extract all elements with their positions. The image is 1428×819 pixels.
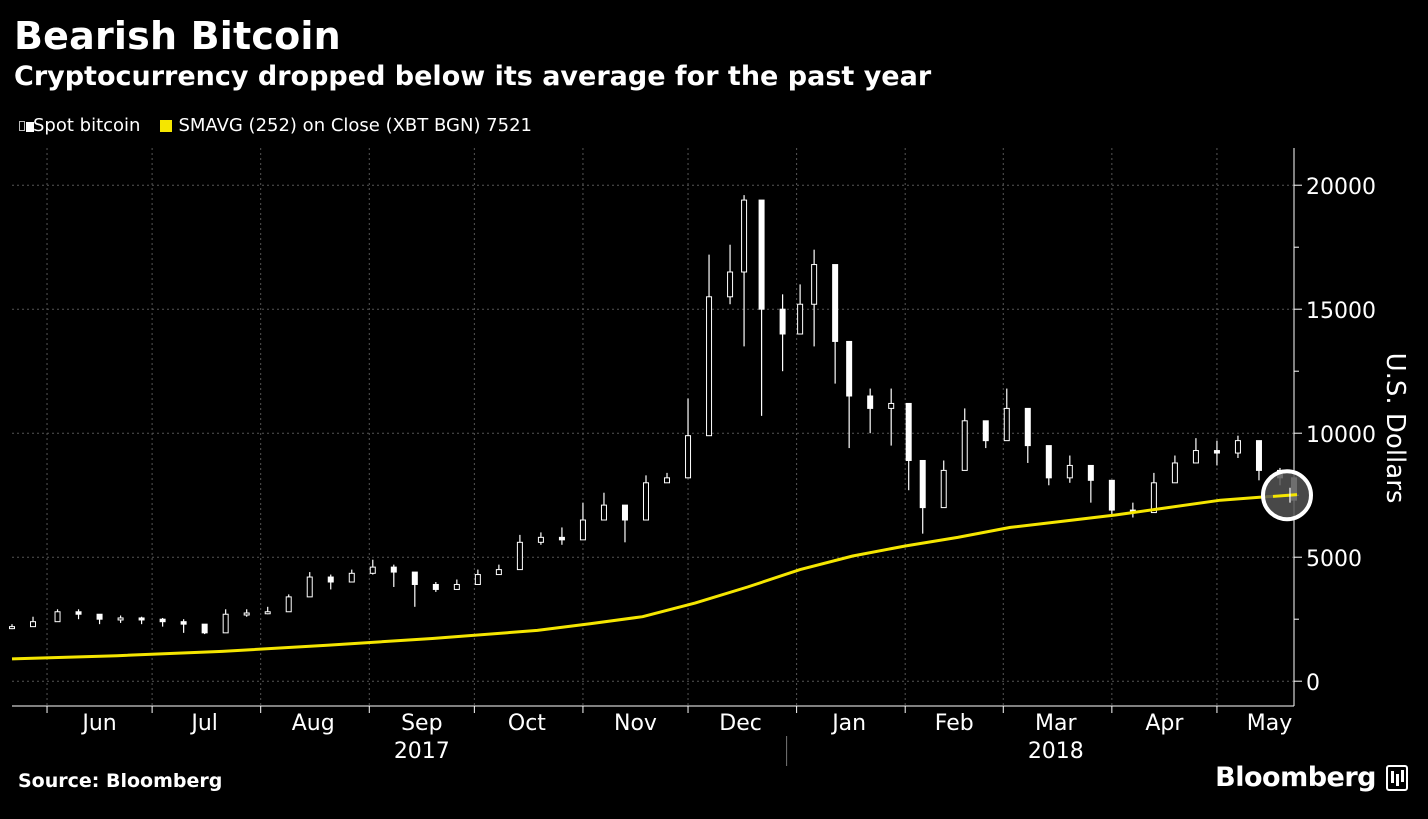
candle-body (306, 576, 313, 598)
candle-body (579, 519, 586, 541)
y-tick-label: 5000 (1306, 547, 1362, 572)
candle-body (797, 303, 804, 335)
candle-body (1150, 482, 1157, 514)
x-tick-label: Apr (1145, 711, 1184, 736)
candle-body (96, 613, 103, 620)
candle-body (888, 402, 895, 409)
candle-body (1066, 464, 1073, 479)
sma-swatch-icon (160, 119, 173, 132)
x-year-label: 2017 (394, 739, 450, 764)
y-tick-label: 0 (1306, 671, 1320, 696)
candle-body (919, 459, 926, 509)
source-note: Source: Bloomberg (18, 770, 223, 792)
x-tick-label: Jun (80, 711, 116, 736)
candle-body (982, 420, 989, 442)
candle-body (201, 623, 208, 634)
x-tick-label: Jan (830, 711, 866, 736)
legend-item-sma: SMAVG (252) on Close (XBT BGN) 7521 (160, 115, 532, 136)
brand-logo: Bloomberg (1215, 762, 1408, 793)
candle-body (940, 469, 947, 509)
x-tick-label: Oct (508, 711, 546, 736)
candle-body (832, 264, 839, 342)
candle-body (1003, 407, 1010, 442)
brand-name: Bloomberg (1215, 762, 1376, 793)
candle-body (1213, 450, 1220, 454)
candle-body (1045, 445, 1052, 479)
candle-body (1087, 464, 1094, 481)
candle-body (453, 583, 460, 590)
candle-body (390, 566, 397, 573)
legend-item-spot: Spot bitcoin (18, 115, 140, 136)
sma-line (11, 493, 1295, 661)
candle-body (348, 572, 355, 583)
candle-body (905, 402, 912, 461)
x-tick-label: Feb (935, 711, 974, 736)
candle-body (222, 613, 229, 634)
candle-body (30, 621, 37, 628)
candle-body (54, 611, 61, 623)
candle-body (642, 482, 649, 521)
candle-body (369, 566, 376, 574)
candle-body (727, 271, 734, 298)
x-year-label: 2018 (1028, 739, 1084, 764)
candle-body (264, 611, 271, 615)
candle-body (558, 536, 565, 541)
candle-body (811, 264, 818, 305)
sma-line-in-circle (1272, 493, 1298, 498)
x-tick-label: Dec (719, 711, 762, 736)
y-tick-label: 10000 (1306, 423, 1376, 448)
candle-body (664, 477, 671, 484)
y-tick-label: 20000 (1306, 175, 1376, 200)
y-axis-label: U.S. Dollars (1380, 353, 1410, 504)
candle-body (961, 420, 968, 471)
candle-body (779, 308, 786, 335)
candle-body (1192, 450, 1199, 464)
candle-body (867, 395, 874, 409)
candle-body (159, 618, 166, 623)
x-tick-label: May (1247, 711, 1292, 736)
candle-body (327, 576, 334, 583)
candle-body (1171, 462, 1178, 484)
candle-body (758, 199, 765, 310)
chart-legend: Spot bitcoin SMAVG (252) on Close (XBT B… (18, 115, 552, 136)
candle-body (9, 626, 15, 630)
candle-body (75, 611, 82, 615)
bloomberg-chart-icon (1386, 764, 1408, 791)
legend-label-spot: Spot bitcoin (33, 115, 141, 136)
candle-body (1108, 479, 1115, 511)
chart-title: Bearish Bitcoin (14, 14, 341, 58)
candle-body (1255, 440, 1262, 471)
candle-body (1234, 440, 1241, 454)
candlestick-icon (18, 119, 34, 133)
candle-body (685, 435, 692, 479)
candle-body (516, 541, 523, 571)
chart-subtitle: Cryptocurrency dropped below its average… (14, 61, 932, 92)
candle-body (600, 504, 607, 521)
x-tick-label: Mar (1035, 711, 1077, 736)
y-tick-label: 15000 (1306, 299, 1376, 324)
x-tick-label: Jul (189, 711, 218, 736)
candle-body (138, 617, 145, 621)
candle-body (706, 296, 713, 437)
candle-body (117, 617, 124, 621)
candle-body (1024, 407, 1031, 447)
x-tick-label: Sep (401, 711, 442, 736)
candle-body (180, 621, 187, 625)
candle-body (495, 569, 502, 576)
candle-body (621, 504, 628, 521)
candle-body (243, 612, 250, 616)
candle-body (432, 583, 439, 590)
x-tick-label: Nov (614, 711, 657, 736)
candle-body (537, 536, 544, 543)
candle-body (741, 199, 748, 273)
legend-label-sma: SMAVG (252) on Close (XBT BGN) 7521 (178, 115, 532, 136)
candle-body (474, 574, 481, 585)
candle-body (411, 571, 418, 585)
candle-body (846, 340, 853, 397)
candle-body (285, 596, 292, 613)
x-tick-label: Aug (292, 711, 335, 736)
